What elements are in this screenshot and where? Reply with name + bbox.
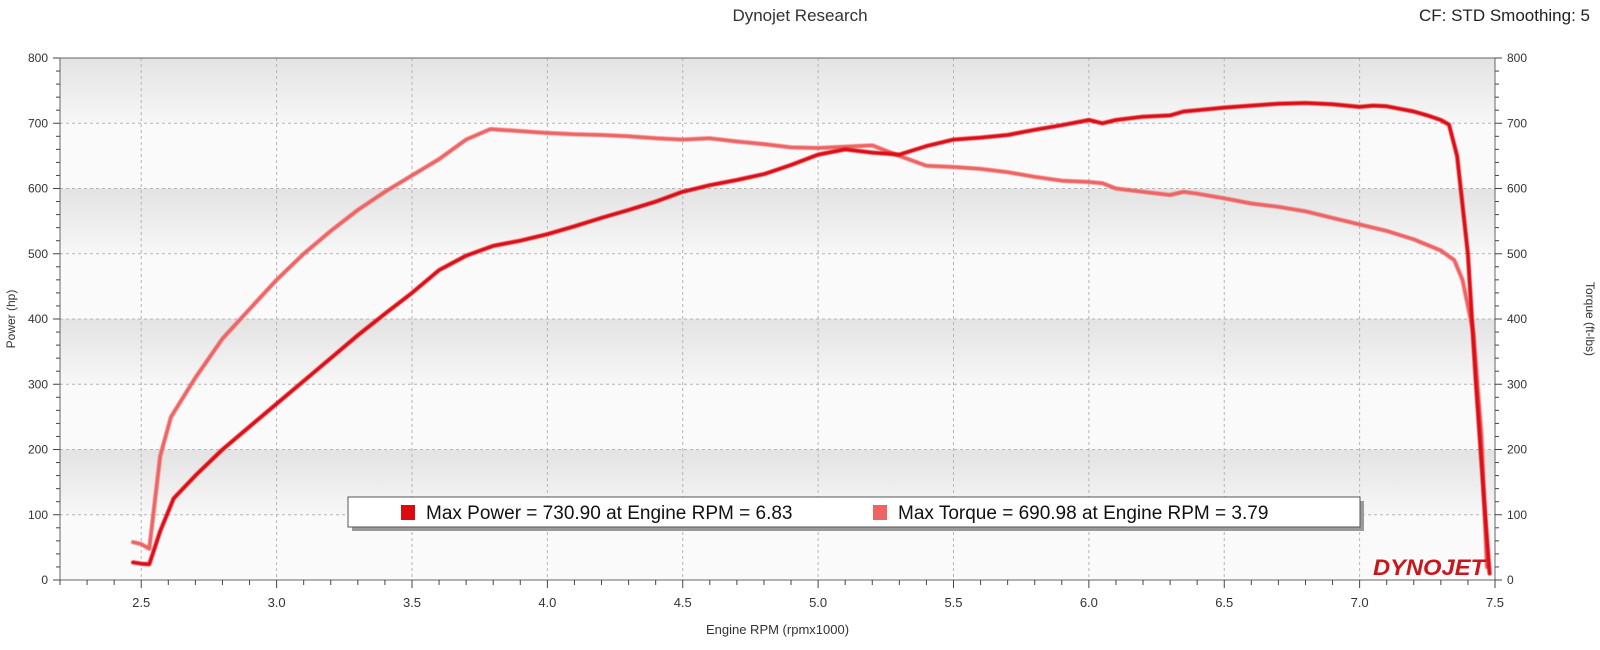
series-line-torque	[131, 127, 1489, 569]
series-line-power	[131, 101, 1492, 576]
plot-band	[60, 188, 1495, 254]
right-tick-label: 100	[1507, 508, 1527, 522]
legend-entry-torque: Max Torque = 690.98 at Engine RPM = 3.79	[898, 503, 1268, 524]
left-tick-label: 200	[28, 443, 48, 457]
left-tick-label: 500	[28, 247, 48, 261]
x-axis-tick-labels: 2.5 3.0 3.5 4.0 4.5 5.0 5.5 6.0 6.5 7.0 7.5	[132, 595, 1504, 610]
x-tick-label: 3.5	[403, 595, 421, 610]
left-tick-label: 0	[41, 573, 48, 587]
left-axis-tick-labels: 0 100 200 300 400 500 600 700 800	[28, 51, 48, 587]
x-tick-label: 7.0	[1351, 595, 1369, 610]
x-axis-label: Engine RPM (rpmx1000)	[706, 622, 849, 637]
legend-swatch-torque	[873, 505, 887, 520]
right-tick-label: 0	[1507, 573, 1514, 587]
x-tick-label: 3.0	[268, 595, 286, 610]
x-tick-label: 6.0	[1080, 595, 1098, 610]
x-tick-label: 2.5	[132, 595, 150, 610]
legend-entry-power: Max Power = 730.90 at Engine RPM = 6.83	[426, 503, 793, 524]
chart-title: Dynojet Research	[732, 6, 868, 25]
legend-box	[347, 496, 1361, 528]
x-tick-label: 5.0	[809, 595, 827, 610]
x-tick-label: 6.5	[1215, 595, 1233, 610]
series-lines	[131, 101, 1492, 576]
x-tick-label: 4.0	[538, 595, 556, 610]
legend-swatch-power	[401, 505, 415, 520]
dynojet-logo: DYNOJET	[1373, 555, 1487, 580]
left-tick-label: 400	[28, 312, 48, 326]
left-tick-label: 100	[28, 508, 48, 522]
plot-band	[60, 58, 1495, 124]
right-axis-label: Torque (ft-lbs)	[1583, 282, 1597, 356]
right-tick-label: 800	[1507, 51, 1527, 65]
right-tick-label: 200	[1507, 443, 1527, 457]
left-tick-label: 600	[28, 182, 48, 196]
right-tick-label: 400	[1507, 312, 1527, 326]
x-tick-label: 7.5	[1486, 595, 1504, 610]
right-axis-tick-labels: 0 100 200 300 400 500 600 700 800	[1507, 51, 1527, 587]
plot-band	[60, 319, 1495, 385]
x-tick-label: 5.5	[944, 595, 962, 610]
right-tick-label: 600	[1507, 182, 1527, 196]
correction-factor-label: CF: STD Smoothing: 5	[1418, 6, 1590, 25]
left-tick-label: 800	[28, 51, 48, 65]
right-tick-label: 700	[1507, 116, 1527, 130]
x-tick-label: 4.5	[674, 595, 692, 610]
legend: Max Power = 730.90 at Engine RPM = 6.83 …	[347, 496, 1364, 531]
right-tick-label: 300	[1507, 377, 1527, 391]
right-tick-label: 500	[1507, 247, 1527, 261]
left-tick-label: 700	[28, 116, 48, 130]
left-tick-label: 300	[28, 377, 48, 391]
axis-ticks	[53, 57, 1502, 588]
left-axis-label: Power (hp)	[4, 290, 18, 349]
